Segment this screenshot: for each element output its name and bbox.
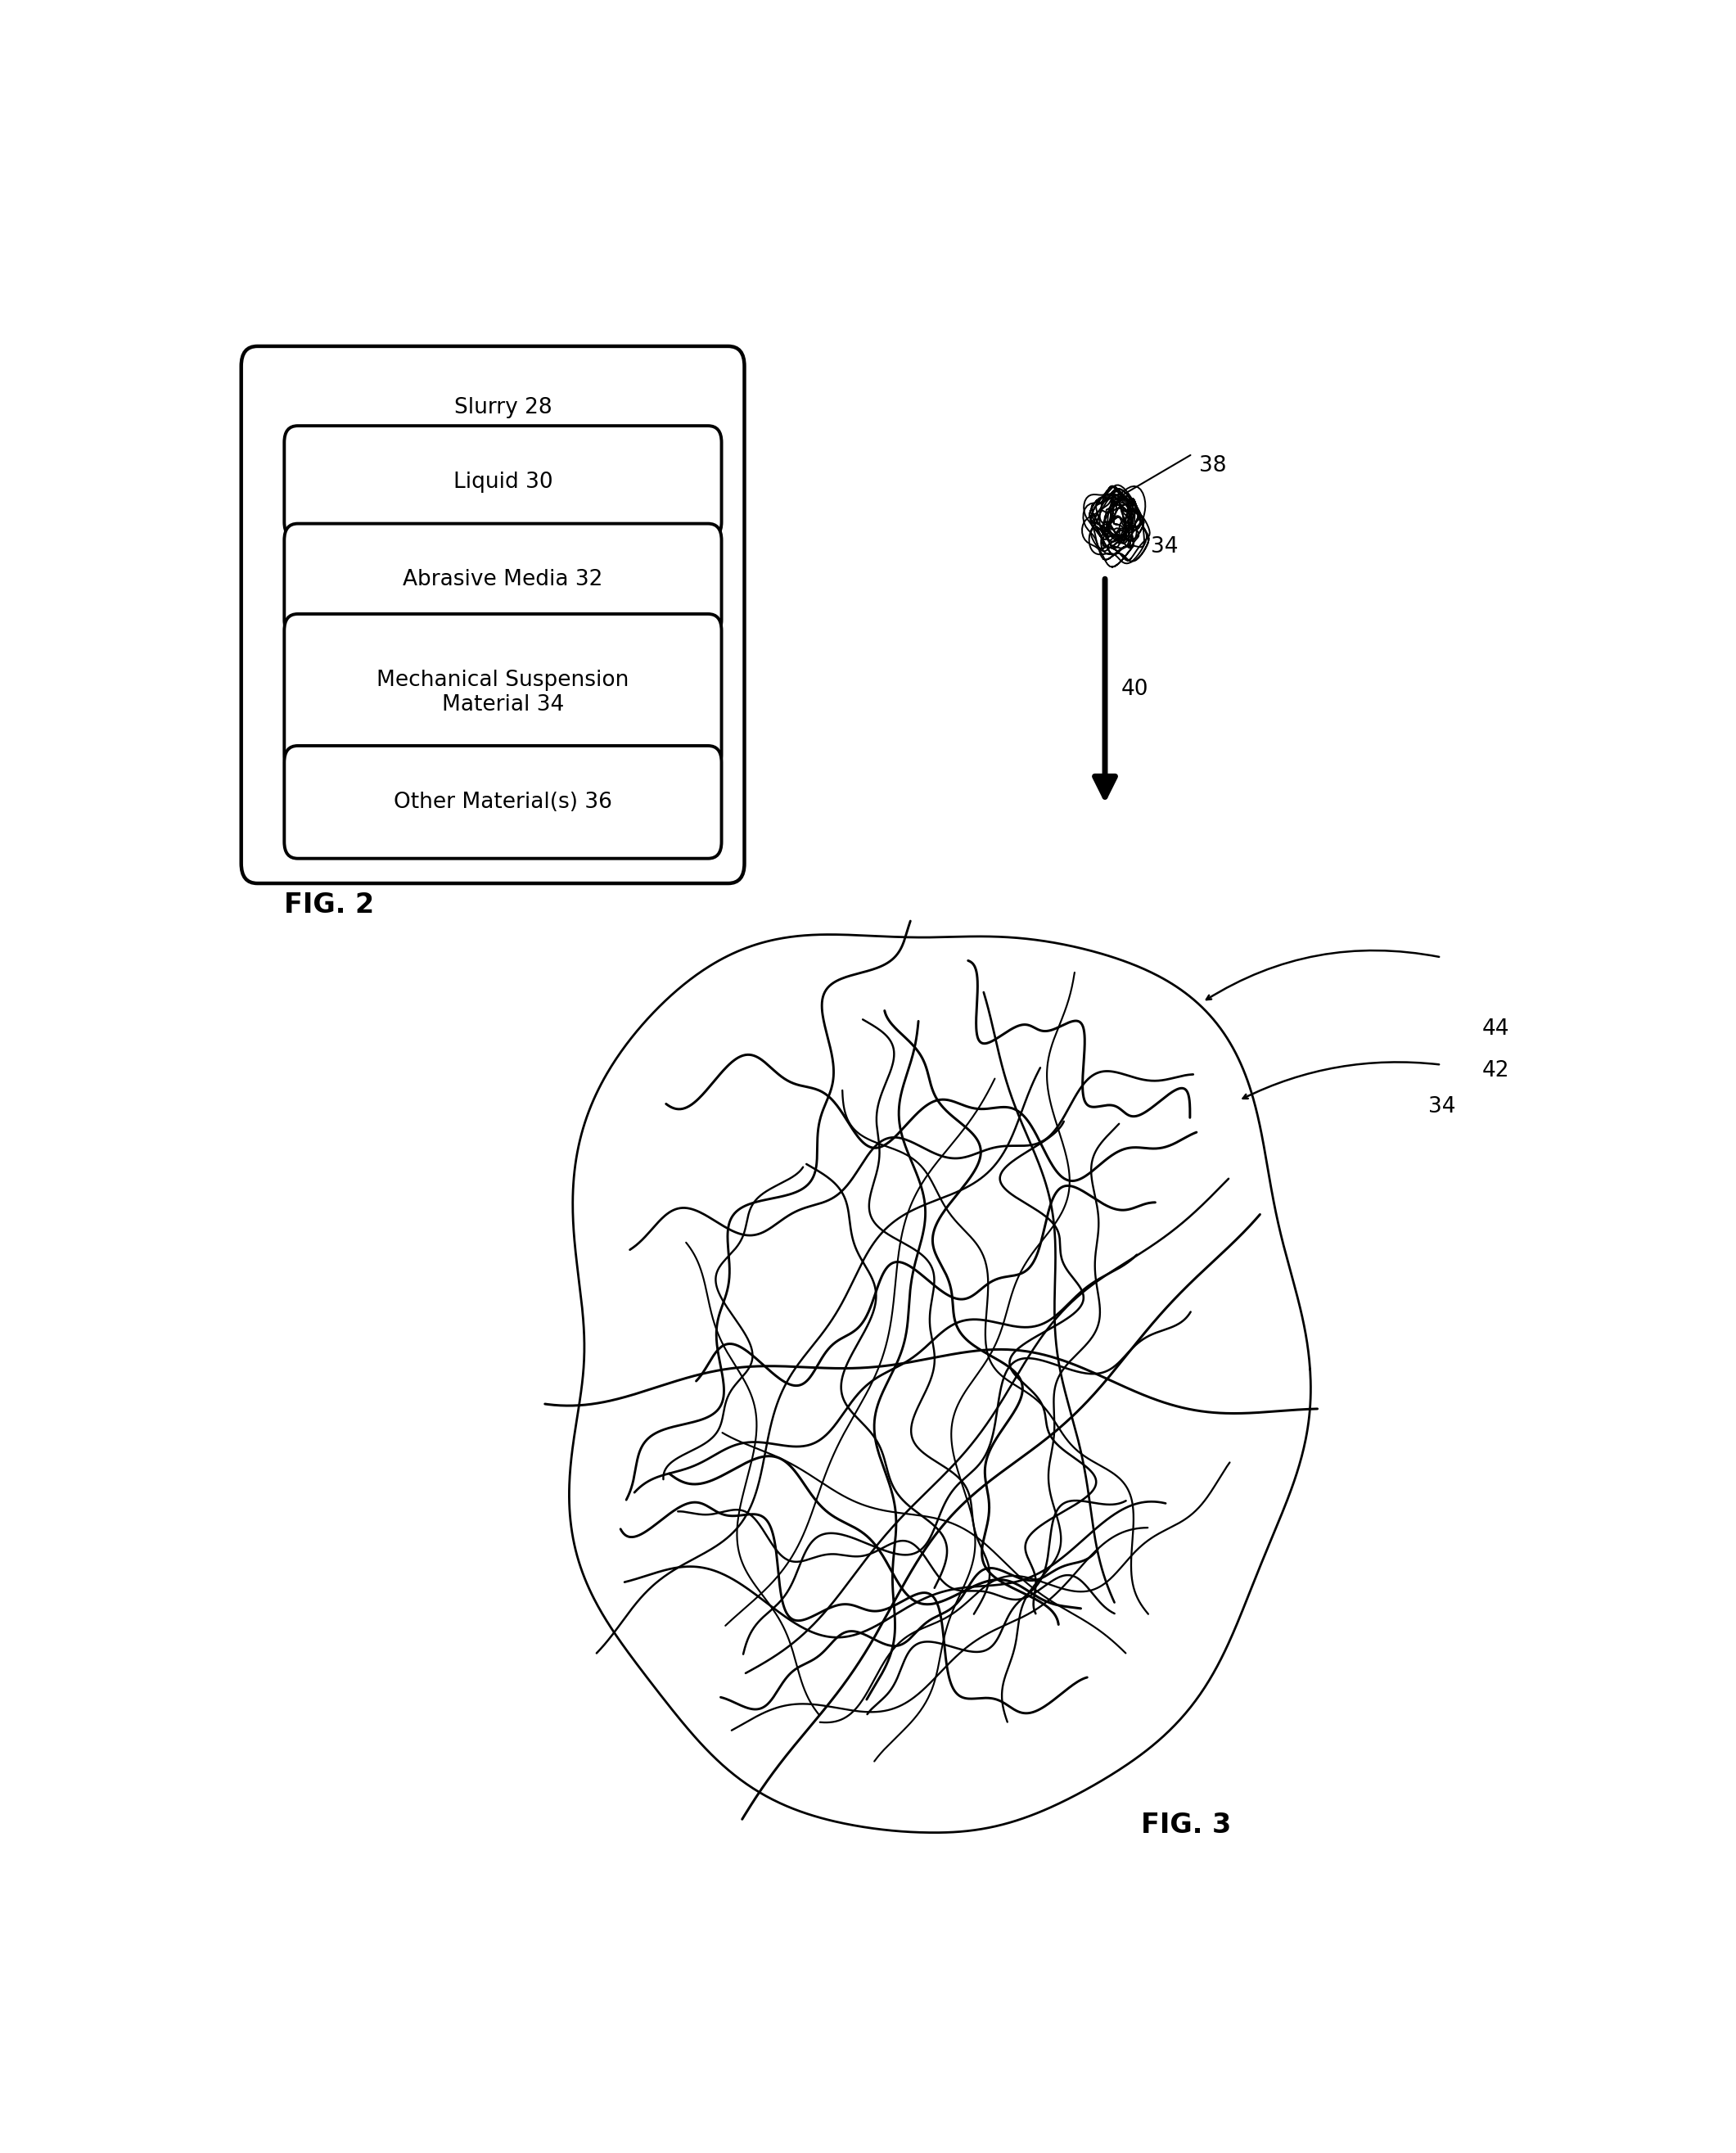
Text: 34: 34 xyxy=(1151,536,1179,558)
Text: Mechanical Suspension
Material 34: Mechanical Suspension Material 34 xyxy=(377,670,628,715)
Text: FIG. 2: FIG. 2 xyxy=(285,891,375,919)
Text: 42: 42 xyxy=(1483,1059,1509,1081)
Text: 44: 44 xyxy=(1483,1018,1509,1040)
FancyBboxPatch shape xyxy=(285,426,722,538)
Text: FIG. 3: FIG. 3 xyxy=(1141,1811,1231,1839)
Text: Abrasive Media 32: Abrasive Media 32 xyxy=(403,568,602,590)
Text: Slurry 28: Slurry 28 xyxy=(453,396,552,418)
FancyBboxPatch shape xyxy=(285,614,722,771)
Text: 38: 38 xyxy=(1200,454,1227,476)
FancyBboxPatch shape xyxy=(285,523,722,637)
FancyBboxPatch shape xyxy=(241,347,745,883)
Text: Other Material(s) 36: Other Material(s) 36 xyxy=(394,792,613,814)
Text: Liquid 30: Liquid 30 xyxy=(453,472,552,493)
Text: 34: 34 xyxy=(1427,1096,1455,1117)
Text: 40: 40 xyxy=(1121,678,1149,700)
FancyBboxPatch shape xyxy=(285,745,722,859)
